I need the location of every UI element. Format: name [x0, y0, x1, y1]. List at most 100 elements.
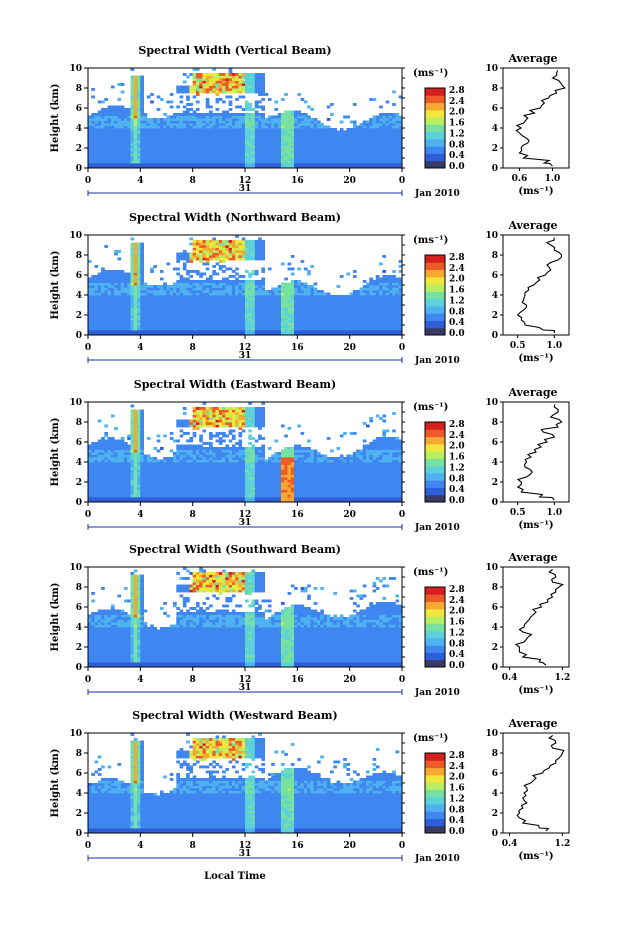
- heat-cell: [316, 290, 321, 293]
- heat-cell: [215, 240, 220, 243]
- heat-cell: [241, 95, 246, 99]
- heat-cell: [277, 327, 282, 331]
- heat-cell: [88, 128, 92, 131]
- heat-cell: [287, 158, 292, 161]
- heat-cell: [369, 148, 373, 151]
- heat-cell: [316, 143, 321, 146]
- heat-cell: [222, 305, 226, 308]
- heat-cell: [153, 148, 158, 151]
- heat-cell: [195, 160, 200, 164]
- heat-cell: [228, 70, 233, 74]
- heat-cell: [212, 75, 216, 79]
- heat-cell: [114, 305, 118, 308]
- heat-cell: [245, 143, 249, 146]
- heat-cell: [343, 140, 347, 144]
- heat-cell: [251, 128, 256, 131]
- heat-cell: [349, 130, 354, 134]
- heat-cell: [313, 282, 318, 286]
- heat-cell: [388, 153, 393, 156]
- heat-cell: [330, 327, 334, 331]
- heat-cell: [104, 295, 109, 298]
- heat-cell: [238, 315, 243, 318]
- heat-cell: [173, 295, 177, 298]
- heat-cell: [110, 287, 115, 291]
- heat-cell: [238, 95, 243, 99]
- heat-cell: [241, 237, 246, 241]
- heat-cell: [261, 285, 266, 288]
- heat-cell: [120, 307, 125, 311]
- heat-cell: [123, 305, 128, 308]
- heat-cell: [326, 143, 331, 146]
- heat-cell: [159, 135, 164, 139]
- heat-cell: [248, 302, 252, 306]
- heat-cell: [169, 305, 174, 308]
- heat-cell: [336, 165, 341, 169]
- heat-cell: [290, 123, 295, 126]
- heat-cell: [290, 297, 295, 301]
- heat-cell: [107, 143, 112, 146]
- heat-cell: [215, 285, 220, 288]
- heat-cell: [146, 133, 151, 136]
- heat-cell: [156, 135, 161, 139]
- heat-cell: [349, 297, 354, 301]
- heat-cell: [235, 330, 239, 333]
- heat-cell: [261, 85, 266, 89]
- heat-cell: [241, 302, 246, 306]
- heat-cell: [202, 247, 207, 251]
- heat-cell: [146, 292, 151, 296]
- heat-cell: [176, 280, 180, 283]
- heat-cell: [369, 295, 373, 298]
- heat-cell: [362, 320, 367, 323]
- heat-cell: [143, 287, 148, 291]
- heat-cell: [313, 332, 318, 336]
- heat-cell: [352, 143, 357, 146]
- heat-cell: [186, 282, 190, 286]
- heat-cell: [359, 150, 364, 154]
- heat-cell: [284, 320, 288, 323]
- heat-cell: [199, 143, 203, 146]
- heat-cell: [104, 118, 109, 121]
- heat-cell: [313, 295, 318, 298]
- heat-cell: [326, 322, 331, 326]
- heat-cell: [316, 123, 321, 126]
- heat-cell: [88, 145, 92, 149]
- heat-cell: [339, 153, 344, 156]
- heat-cell: [382, 125, 387, 129]
- heat-cell: [388, 297, 393, 301]
- heat-cell: [245, 135, 249, 139]
- heat-cell: [163, 290, 167, 293]
- heat-cell: [254, 282, 259, 286]
- heat-cell: [271, 160, 275, 164]
- heat-cell: [110, 155, 115, 159]
- heat-cell: [222, 125, 226, 129]
- heat-cell: [238, 135, 243, 139]
- heat-cell: [395, 310, 400, 313]
- heat-cell: [159, 133, 164, 136]
- heat-cell: [231, 145, 236, 149]
- heat-cell: [316, 300, 321, 303]
- heat-cell: [114, 252, 118, 256]
- heat-cell: [245, 160, 249, 164]
- heat-cell: [235, 80, 239, 84]
- heat-cell: [231, 85, 236, 89]
- heat-cell: [195, 88, 200, 91]
- heat-cell: [382, 148, 387, 151]
- heat-cell: [218, 330, 223, 333]
- heat-cell: [202, 150, 207, 154]
- heat-cell: [114, 287, 118, 291]
- heat-cell: [339, 163, 344, 166]
- heat-cell: [297, 120, 301, 124]
- heat-cell: [330, 300, 334, 303]
- heat-cell: [202, 128, 207, 131]
- heat-cell: [97, 138, 102, 141]
- heat-cell: [388, 143, 393, 146]
- heat-cell: [173, 282, 177, 286]
- heat-cell: [294, 300, 298, 303]
- heat-cell: [231, 300, 236, 303]
- heat-cell: [218, 80, 223, 84]
- heat-cell: [297, 280, 301, 283]
- heat-cell: [349, 332, 354, 336]
- heat-cell: [254, 330, 259, 333]
- heat-cell: [300, 148, 305, 151]
- heat-cell: [385, 143, 390, 146]
